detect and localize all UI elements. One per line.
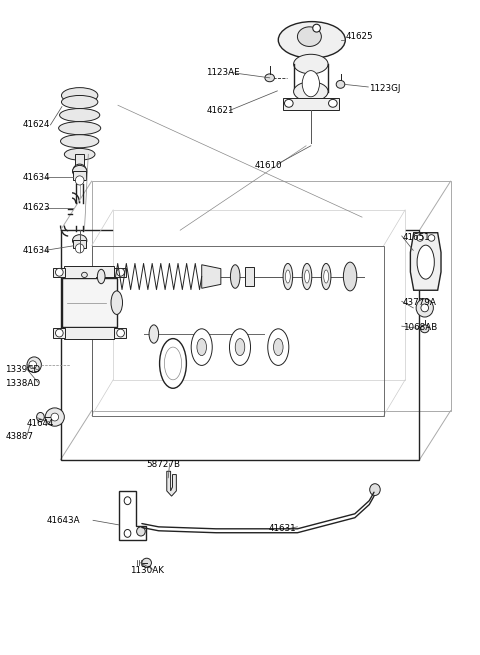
Ellipse shape [61, 88, 98, 103]
Ellipse shape [416, 299, 433, 317]
Bar [62, 278, 117, 328]
Text: 41634: 41634 [22, 173, 50, 181]
Ellipse shape [283, 263, 293, 290]
Bar [114, 328, 126, 337]
Ellipse shape [61, 96, 98, 109]
Ellipse shape [97, 269, 105, 284]
Ellipse shape [111, 291, 122, 314]
Ellipse shape [117, 329, 124, 337]
Text: 43887: 43887 [5, 432, 34, 441]
Ellipse shape [164, 347, 181, 380]
Ellipse shape [278, 22, 345, 58]
Text: 1339CD: 1339CD [5, 365, 41, 375]
Polygon shape [92, 181, 451, 411]
Polygon shape [202, 265, 221, 288]
Text: 41625: 41625 [345, 32, 373, 41]
Ellipse shape [286, 270, 290, 283]
Text: 43779A: 43779A [403, 298, 437, 307]
Ellipse shape [343, 262, 357, 291]
Ellipse shape [324, 270, 328, 283]
Ellipse shape [313, 24, 321, 32]
Ellipse shape [322, 263, 331, 290]
Text: 1123GJ: 1123GJ [369, 84, 401, 94]
Ellipse shape [421, 304, 429, 312]
Bar [73, 172, 86, 180]
Ellipse shape [73, 164, 86, 177]
Ellipse shape [274, 339, 283, 356]
Ellipse shape [56, 269, 63, 276]
Bar [114, 269, 126, 278]
Ellipse shape [36, 413, 44, 422]
Ellipse shape [82, 272, 87, 278]
Text: 58727B: 58727B [147, 460, 180, 469]
Ellipse shape [336, 81, 345, 88]
Text: 41610: 41610 [254, 161, 282, 170]
Ellipse shape [294, 54, 328, 74]
Ellipse shape [51, 413, 59, 421]
Ellipse shape [298, 27, 322, 47]
Bar [64, 267, 114, 278]
Text: 41624: 41624 [22, 121, 50, 130]
Text: 41644: 41644 [27, 419, 55, 428]
Ellipse shape [417, 234, 423, 241]
Ellipse shape [265, 74, 275, 82]
Text: 41634: 41634 [22, 246, 50, 255]
Text: 41631: 41631 [269, 524, 296, 533]
Ellipse shape [117, 269, 124, 276]
Ellipse shape [75, 244, 84, 253]
Ellipse shape [302, 71, 320, 97]
Ellipse shape [420, 325, 429, 333]
Bar [53, 269, 65, 278]
Text: 41651: 41651 [403, 233, 431, 242]
Text: 1123AE: 1123AE [206, 68, 240, 77]
Bar [64, 328, 114, 339]
Ellipse shape [137, 527, 145, 536]
Ellipse shape [370, 483, 380, 495]
Ellipse shape [142, 558, 152, 567]
Bar [73, 240, 86, 248]
Text: 41643A: 41643A [46, 516, 80, 525]
Ellipse shape [60, 135, 99, 148]
Ellipse shape [149, 325, 158, 343]
Ellipse shape [302, 263, 312, 290]
Ellipse shape [64, 149, 95, 160]
Ellipse shape [235, 339, 245, 356]
Ellipse shape [75, 176, 84, 185]
Ellipse shape [159, 339, 186, 388]
Ellipse shape [294, 82, 328, 102]
Polygon shape [113, 210, 405, 380]
Ellipse shape [305, 270, 310, 283]
Ellipse shape [285, 100, 293, 107]
Ellipse shape [60, 109, 100, 122]
Ellipse shape [197, 339, 206, 356]
Polygon shape [167, 472, 176, 496]
Ellipse shape [328, 100, 337, 107]
Bar [53, 328, 65, 337]
Ellipse shape [27, 357, 41, 373]
Text: 1338AD: 1338AD [5, 379, 41, 388]
Ellipse shape [229, 329, 251, 365]
Bar [283, 98, 338, 110]
Text: 1068AB: 1068AB [403, 323, 437, 332]
Ellipse shape [72, 166, 87, 177]
Text: 41623: 41623 [22, 204, 50, 212]
Polygon shape [119, 491, 146, 540]
Ellipse shape [428, 234, 435, 241]
Ellipse shape [29, 361, 36, 369]
Ellipse shape [45, 408, 64, 426]
Ellipse shape [59, 122, 101, 135]
Polygon shape [410, 233, 441, 290]
Ellipse shape [72, 234, 87, 246]
Ellipse shape [417, 245, 434, 279]
Ellipse shape [56, 329, 63, 337]
Text: 41621: 41621 [206, 106, 234, 115]
Text: 1130AK: 1130AK [130, 566, 164, 575]
Ellipse shape [124, 529, 131, 537]
Ellipse shape [230, 265, 240, 288]
Polygon shape [245, 267, 254, 286]
Bar [75, 155, 84, 166]
Ellipse shape [124, 496, 131, 504]
Ellipse shape [268, 329, 289, 365]
Ellipse shape [191, 329, 212, 365]
